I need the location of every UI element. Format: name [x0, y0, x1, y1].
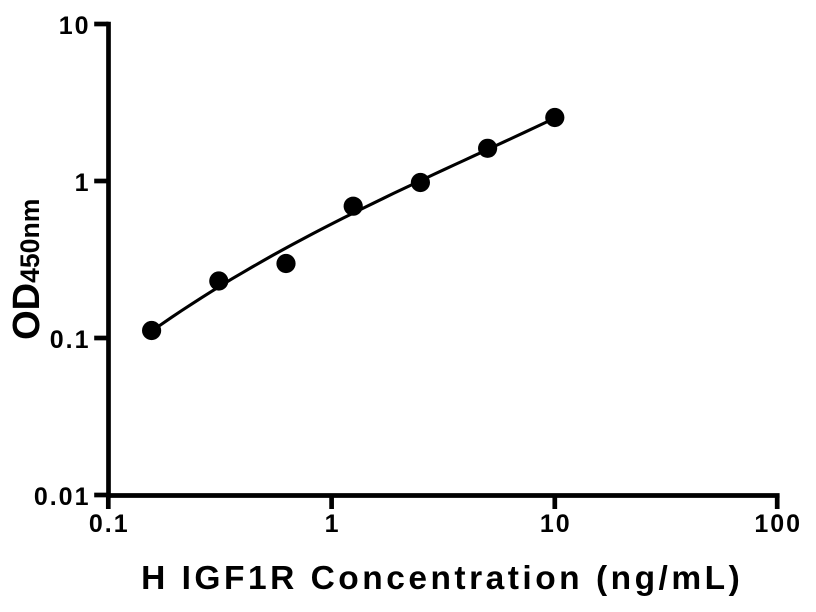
svg-text:1: 1 [325, 510, 341, 538]
svg-text:1: 1 [75, 169, 91, 197]
svg-text:OD450nm: OD450nm [6, 199, 48, 340]
svg-text:10: 10 [59, 12, 91, 40]
svg-text:0.01: 0.01 [34, 483, 91, 511]
svg-text:0.1: 0.1 [89, 510, 130, 538]
svg-text:10: 10 [540, 510, 572, 538]
svg-text:100: 100 [754, 510, 802, 538]
svg-text:H IGF1R Concentration (ng/mL): H IGF1R Concentration (ng/mL) [141, 560, 743, 597]
svg-text:0.1: 0.1 [50, 326, 91, 354]
